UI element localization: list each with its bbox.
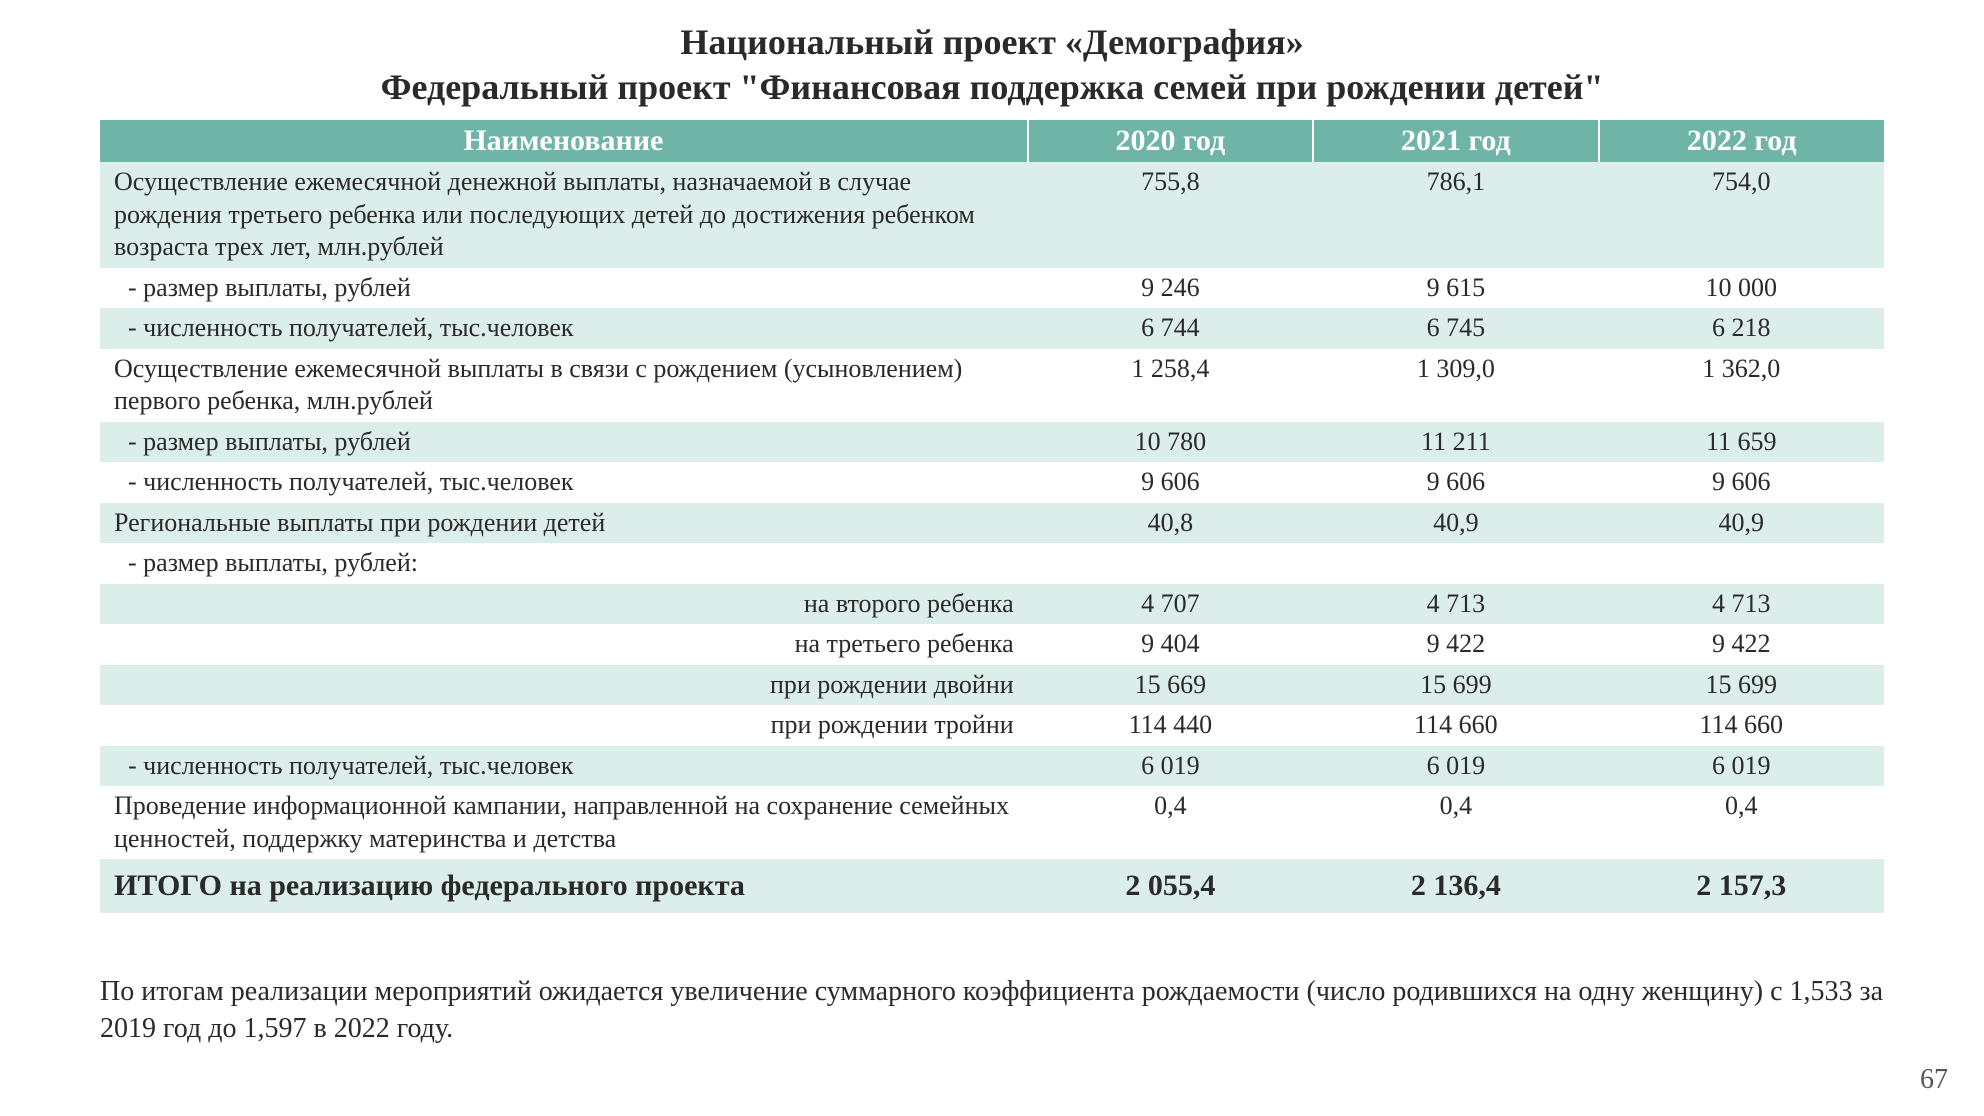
table-row: ИТОГО на реализацию федерального проекта… (100, 859, 1884, 913)
row-value: 2 136,4 (1313, 859, 1598, 913)
col-header-2020: 2020 год (1028, 120, 1313, 162)
row-value: 40,9 (1599, 503, 1884, 544)
row-label: - численность получателей, тыс.человек (100, 462, 1028, 503)
row-label: Проведение информационной кампании, напр… (100, 786, 1028, 859)
row-value: 6 019 (1599, 746, 1884, 787)
row-value: 6 019 (1313, 746, 1598, 787)
row-label: - размер выплаты, рублей (100, 422, 1028, 463)
table-row: на второго ребенка4 7074 7134 713 (100, 584, 1884, 625)
row-value: 15 699 (1599, 665, 1884, 706)
row-label: при рождении тройни (100, 705, 1028, 746)
table-row: при рождении двойни15 66915 69915 699 (100, 665, 1884, 706)
row-label: - численность получателей, тыс.человек (100, 308, 1028, 349)
row-value: 10 780 (1028, 422, 1313, 463)
row-label: Осуществление ежемесячной денежной выпла… (100, 162, 1028, 268)
titles-block: Национальный проект «Демография» Федерал… (100, 20, 1884, 110)
page-number: 67 (1920, 1064, 1948, 1096)
row-value: 9 422 (1599, 624, 1884, 665)
row-value: 1 362,0 (1599, 349, 1884, 422)
row-value: 9 404 (1028, 624, 1313, 665)
table-row: - размер выплаты, рублей9 2469 61510 000 (100, 268, 1884, 309)
table-row: - численность получателей, тыс.человек9 … (100, 462, 1884, 503)
table-row: Осуществление ежемесячной денежной выпла… (100, 162, 1884, 268)
row-value: 4 713 (1313, 584, 1598, 625)
table-row: - численность получателей, тыс.человек6 … (100, 746, 1884, 787)
row-value: 114 660 (1313, 705, 1598, 746)
row-value: 40,9 (1313, 503, 1598, 544)
table-row: на третьего ребенка9 4049 4229 422 (100, 624, 1884, 665)
row-value: 1 258,4 (1028, 349, 1313, 422)
table-row: Проведение информационной кампании, напр… (100, 786, 1884, 859)
row-label: при рождении двойни (100, 665, 1028, 706)
row-label: ИТОГО на реализацию федерального проекта (100, 859, 1028, 913)
row-value (1028, 543, 1313, 584)
data-table: Наименование 2020 год 2021 год 2022 год … (100, 120, 1884, 913)
row-value: 40,8 (1028, 503, 1313, 544)
row-label: - размер выплаты, рублей (100, 268, 1028, 309)
row-value: 6 218 (1599, 308, 1884, 349)
title-line-2: Федеральный проект "Финансовая поддержка… (100, 65, 1884, 110)
row-value: 2 157,3 (1599, 859, 1884, 913)
row-value: 9 246 (1028, 268, 1313, 309)
row-label: Осуществление ежемесячной выплаты в связ… (100, 349, 1028, 422)
table-header-row: Наименование 2020 год 2021 год 2022 год (100, 120, 1884, 162)
row-value: 15 699 (1313, 665, 1598, 706)
table-body: Осуществление ежемесячной денежной выпла… (100, 162, 1884, 913)
row-value: 9 615 (1313, 268, 1598, 309)
row-value (1313, 543, 1598, 584)
row-value: 6 744 (1028, 308, 1313, 349)
table-row: Региональные выплаты при рождении детей4… (100, 503, 1884, 544)
table-row: - размер выплаты, рублей10 78011 21111 6… (100, 422, 1884, 463)
row-value: 9 422 (1313, 624, 1598, 665)
row-value (1599, 543, 1884, 584)
row-label: на второго ребенка (100, 584, 1028, 625)
row-value: 786,1 (1313, 162, 1598, 268)
footnote-text: По итогам реализации мероприятий ожидает… (100, 973, 1884, 1049)
row-value: 9 606 (1313, 462, 1598, 503)
row-value: 114 660 (1599, 705, 1884, 746)
table-row: - размер выплаты, рублей: (100, 543, 1884, 584)
row-value: 114 440 (1028, 705, 1313, 746)
title-line-1: Национальный проект «Демография» (100, 20, 1884, 65)
row-label: на третьего ребенка (100, 624, 1028, 665)
row-label: - размер выплаты, рублей: (100, 543, 1028, 584)
row-value: 9 606 (1599, 462, 1884, 503)
row-value: 1 309,0 (1313, 349, 1598, 422)
row-value: 2 055,4 (1028, 859, 1313, 913)
col-header-2022: 2022 год (1599, 120, 1884, 162)
row-value: 10 000 (1599, 268, 1884, 309)
col-header-2021: 2021 год (1313, 120, 1598, 162)
row-label: Региональные выплаты при рождении детей (100, 503, 1028, 544)
row-value: 9 606 (1028, 462, 1313, 503)
row-label: - численность получателей, тыс.человек (100, 746, 1028, 787)
row-value: 6 745 (1313, 308, 1598, 349)
table-row: - численность получателей, тыс.человек6 … (100, 308, 1884, 349)
row-value: 4 707 (1028, 584, 1313, 625)
table-row: при рождении тройни114 440114 660114 660 (100, 705, 1884, 746)
row-value: 11 211 (1313, 422, 1598, 463)
table-row: Осуществление ежемесячной выплаты в связ… (100, 349, 1884, 422)
row-value: 6 019 (1028, 746, 1313, 787)
row-value: 755,8 (1028, 162, 1313, 268)
row-value: 4 713 (1599, 584, 1884, 625)
row-value: 11 659 (1599, 422, 1884, 463)
row-value: 754,0 (1599, 162, 1884, 268)
row-value: 0,4 (1599, 786, 1884, 859)
row-value: 15 669 (1028, 665, 1313, 706)
row-value: 0,4 (1028, 786, 1313, 859)
col-header-name: Наименование (100, 120, 1028, 162)
row-value: 0,4 (1313, 786, 1598, 859)
